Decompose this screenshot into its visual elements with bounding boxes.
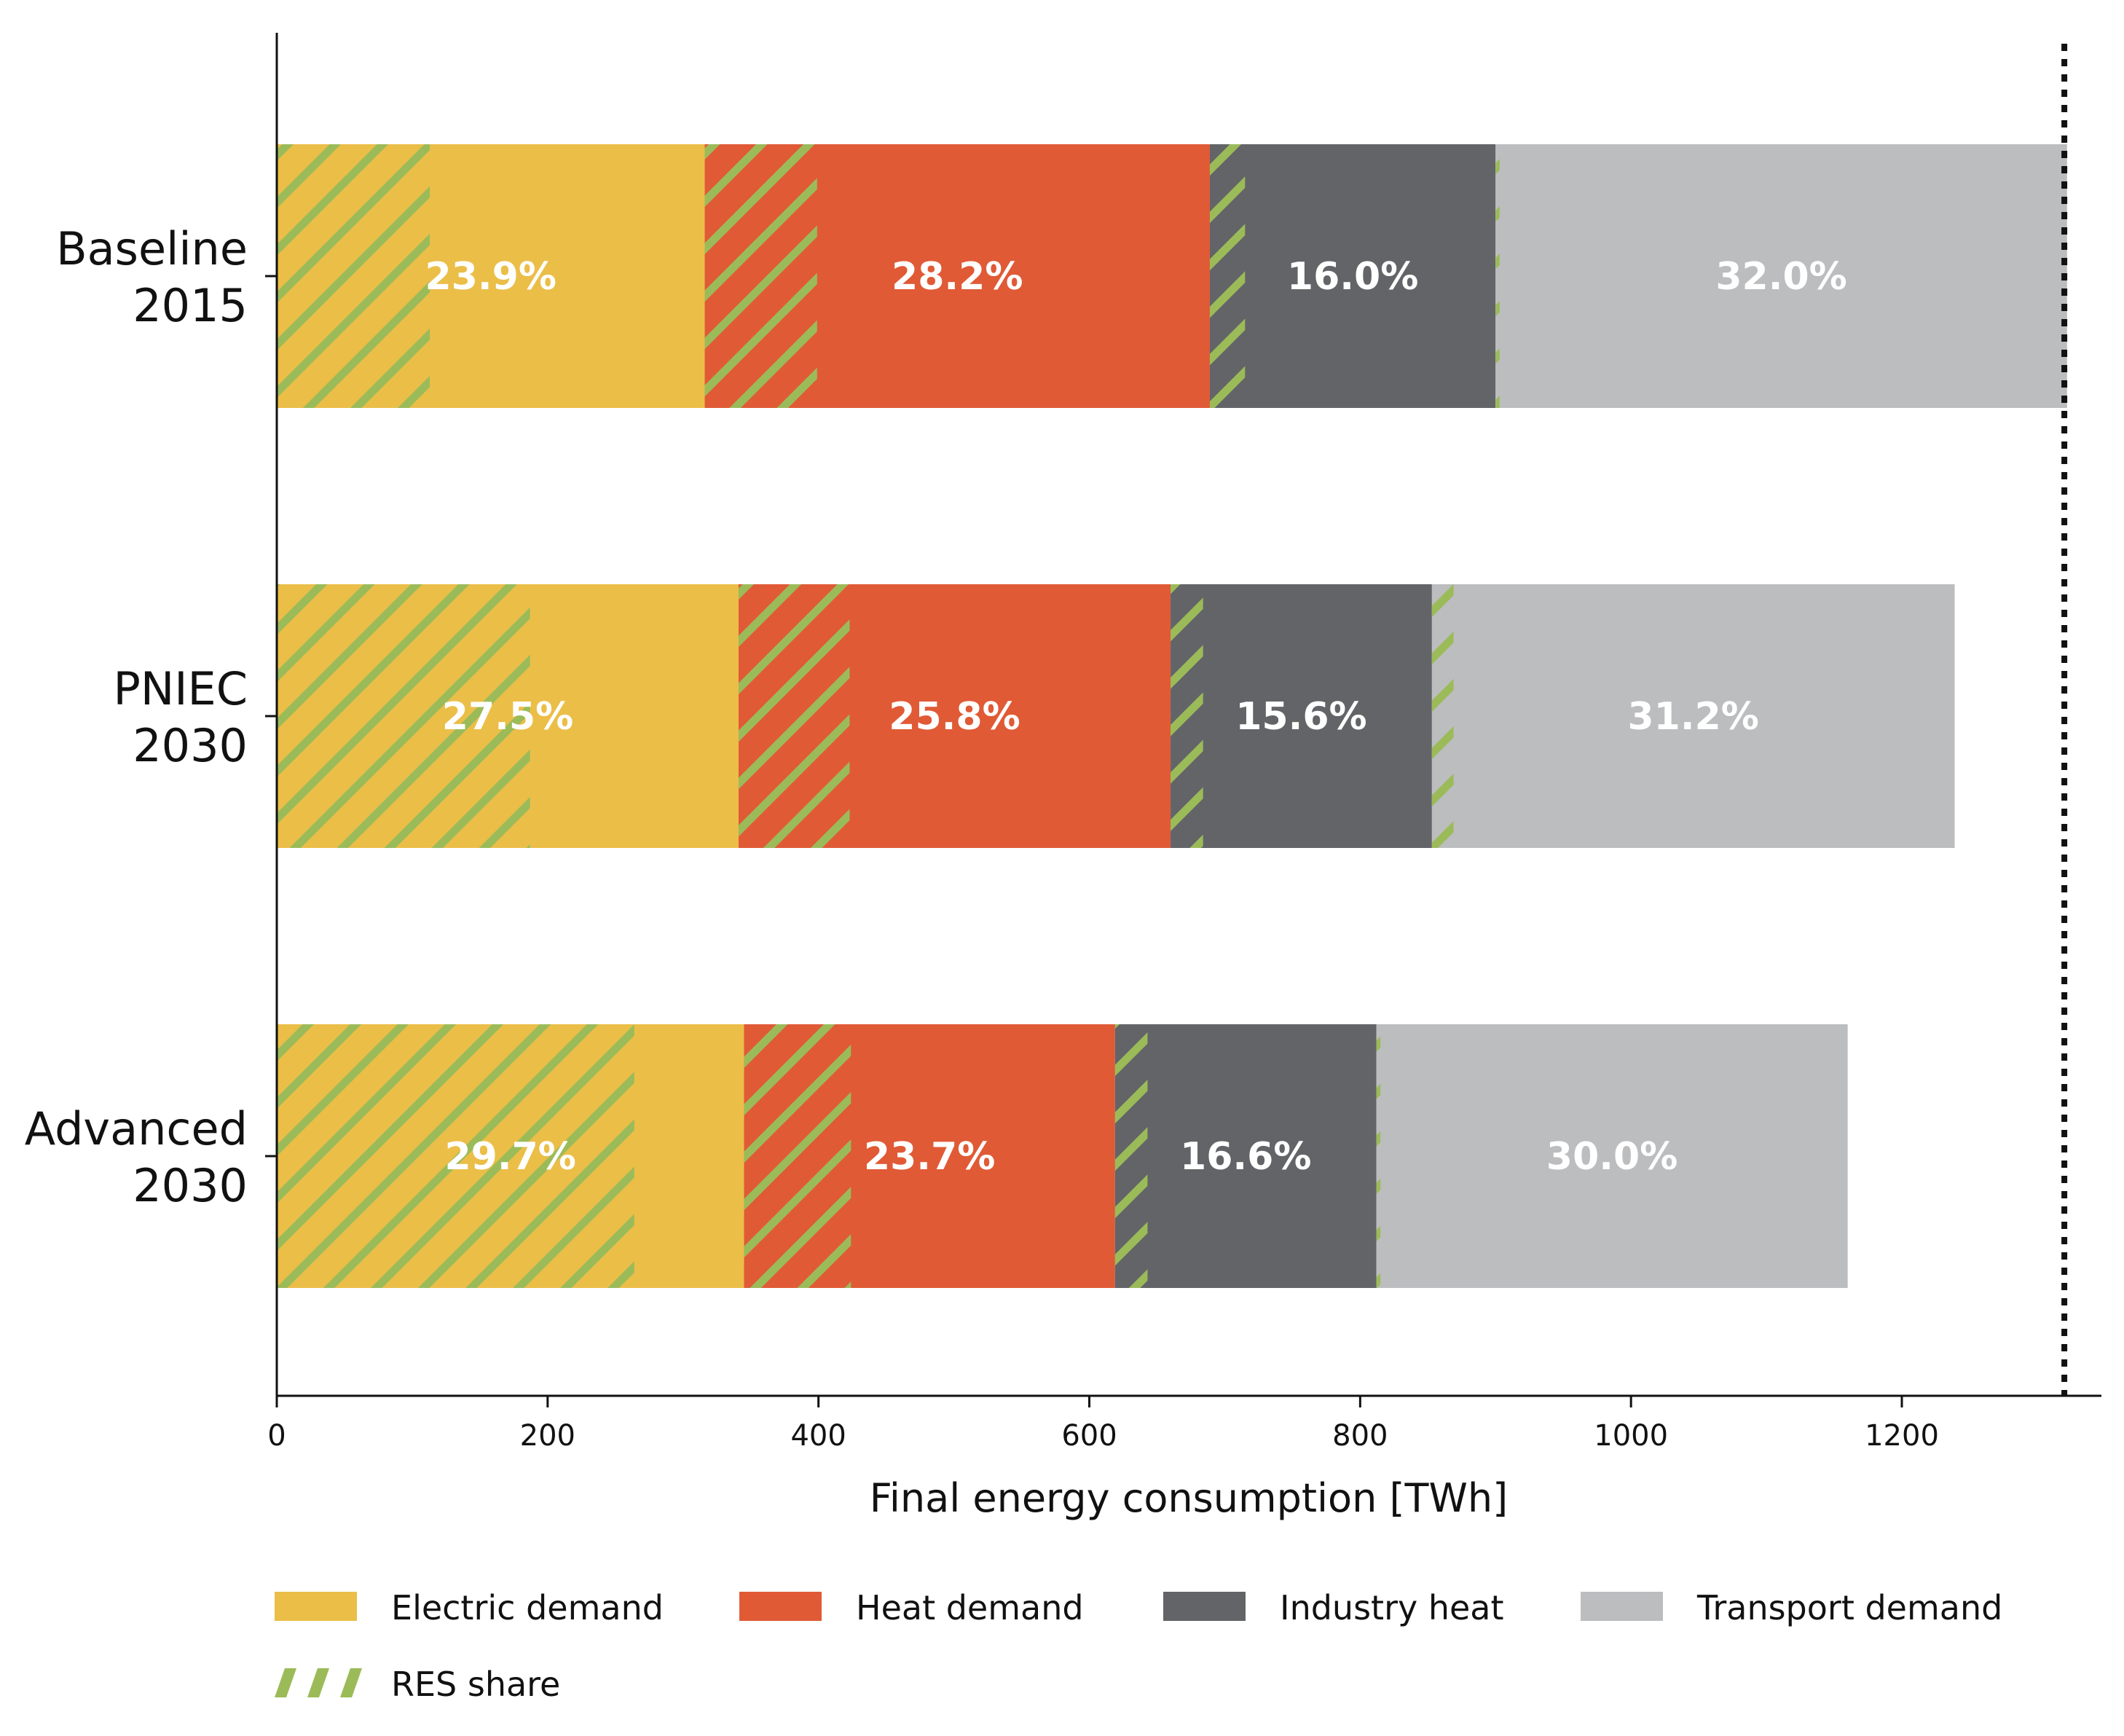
- data-label: 30.0%: [1546, 1135, 1677, 1179]
- res-share-hatch: [1171, 584, 1203, 848]
- category-label-line: 2015: [133, 279, 248, 332]
- res-share-hatch: [704, 144, 817, 408]
- x-tick-label: 1000: [1594, 1419, 1668, 1453]
- category-label: Advanced 2030: [25, 1102, 248, 1212]
- res-share-hatch: [1376, 1024, 1381, 1288]
- x-tick-label: 600: [1061, 1419, 1117, 1453]
- legend-item-res-share: RES share: [275, 1665, 560, 1704]
- res-share-hatch: [1431, 584, 1454, 848]
- data-label: 25.8%: [889, 695, 1020, 739]
- res-share-hatch: [277, 584, 530, 848]
- labels-layer: 23.9% 28.2% 16.0% 32.0% 27.5% 25.8% 15.6% 31.2%…: [425, 255, 1847, 1179]
- res-share-swatch-stripe: [275, 1668, 296, 1697]
- data-label: 16.0%: [1287, 255, 1418, 299]
- legend-item-heat-demand: Heat demand: [739, 1588, 1084, 1627]
- data-label: 31.2%: [1627, 695, 1758, 739]
- data-label: 32.0%: [1715, 255, 1846, 299]
- category-label-line: 2030: [133, 1159, 248, 1212]
- legend-swatch: [739, 1592, 822, 1621]
- bar-segment-industry-heat: [1209, 144, 1496, 408]
- legend-item-electric-demand: Electric demand: [275, 1588, 664, 1627]
- res-share-hatch: [738, 584, 850, 848]
- res-share-swatch-stripe: [340, 1668, 362, 1697]
- bar-segment-transport-demand: [1431, 584, 1955, 848]
- category-label-line: PNIEC: [113, 662, 248, 715]
- x-tick-label: 200: [520, 1419, 575, 1453]
- legend-swatch: [1163, 1592, 1246, 1621]
- bars-layer: [277, 144, 2067, 1288]
- data-label: 27.5%: [442, 695, 573, 739]
- res-share-hatch: [277, 1024, 634, 1288]
- res-share-hatch: [1209, 144, 1246, 408]
- legend-label: Electric demand: [391, 1588, 664, 1627]
- category-label: Baseline 2015: [56, 222, 248, 332]
- legend-label: RES share: [391, 1665, 560, 1704]
- category-label-line: Baseline: [56, 222, 248, 275]
- legend-item-transport-demand: Transport demand: [1581, 1588, 2002, 1627]
- legend-swatch: [275, 1592, 357, 1621]
- legend-label: Industry heat: [1280, 1588, 1504, 1627]
- x-tick-label: 400: [790, 1419, 846, 1453]
- res-share-swatch-stripe: [307, 1668, 329, 1697]
- legend-label: Transport demand: [1696, 1588, 2002, 1627]
- data-label: 23.9%: [425, 255, 556, 299]
- res-share-hatch: [277, 144, 430, 408]
- bar-segment-industry-heat: [1114, 1024, 1377, 1288]
- category-label-line: Advanced: [25, 1102, 248, 1155]
- x-tick-label: 800: [1332, 1419, 1388, 1453]
- x-tick-label: 1200: [1865, 1419, 1939, 1453]
- data-label: 28.2%: [892, 255, 1023, 299]
- category-label: PNIEC 2030: [113, 662, 248, 772]
- res-share-hatch: [1114, 1024, 1148, 1288]
- data-label: 15.6%: [1235, 695, 1366, 739]
- bar-segment-transport-demand: [1495, 144, 2067, 408]
- legend: Electric demand Heat demand Industry heat T…: [275, 1588, 2002, 1704]
- res-share-hatch: [744, 1024, 851, 1288]
- category-label-line: 2030: [133, 719, 248, 772]
- data-label: 29.7%: [445, 1135, 576, 1179]
- data-label: 16.6%: [1180, 1135, 1311, 1179]
- x-tick-label: 0: [267, 1419, 286, 1453]
- legend-item-industry-heat: Industry heat: [1163, 1588, 1504, 1627]
- data-label: 23.7%: [864, 1135, 995, 1179]
- legend-swatch: [1581, 1592, 1663, 1621]
- bar-segment-industry-heat: [1171, 584, 1432, 848]
- x-axis-title: Final energy consumption [TWh]: [870, 1475, 1508, 1521]
- bar-segment-transport-demand: [1376, 1024, 1848, 1288]
- res-share-hatch: [1495, 144, 1500, 408]
- legend-label: Heat demand: [856, 1588, 1084, 1627]
